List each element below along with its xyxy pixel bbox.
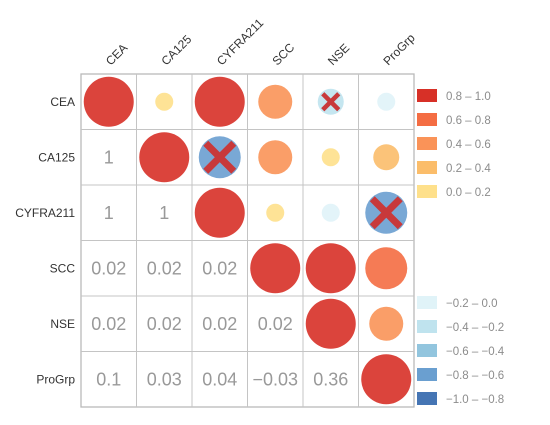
- legend-swatch-positive: [417, 161, 437, 174]
- legend-label-positive: 0.4 – 0.6: [446, 139, 491, 151]
- row-label-cyfra211: CYFRA211: [15, 206, 75, 220]
- legend-swatch-positive: [417, 113, 437, 126]
- corr-circle-nse-nse: [305, 298, 356, 349]
- legend-swatch-negative: [417, 320, 437, 333]
- corr-value-progrp-scc: −0.03: [252, 369, 298, 389]
- column-label-ca125: CA125: [158, 32, 194, 68]
- corr-value-progrp-cea: 0.1: [96, 369, 121, 389]
- corr-circle-scc-scc: [250, 243, 301, 294]
- column-label-cyfra211: CYFRA211: [214, 16, 266, 68]
- legend-label-negative: −0.8 – −0.6: [446, 370, 504, 382]
- row-label-ca125: CA125: [38, 150, 75, 164]
- corr-circle-progrp-progrp: [361, 354, 412, 405]
- legend-label-positive: 0.6 – 0.8: [446, 115, 491, 127]
- legend-label-negative: −0.2 – 0.0: [446, 298, 497, 310]
- corr-value-progrp-ca125: 0.03: [147, 369, 182, 389]
- row-label-progrp: ProGrp: [36, 372, 75, 386]
- corr-value-nse-scc: 0.02: [258, 314, 293, 334]
- corr-value-scc-ca125: 0.02: [147, 258, 182, 278]
- legend-swatch-negative: [417, 392, 437, 405]
- corr-value-nse-cea: 0.02: [91, 314, 126, 334]
- legend-label-positive: 0.2 – 0.4: [446, 163, 491, 175]
- legend-swatch-positive: [417, 89, 437, 102]
- corr-value-ca125-cea: 1: [104, 147, 114, 167]
- corr-value-cyfra211-cea: 1: [104, 203, 114, 223]
- corr-circle-ca125-scc: [258, 140, 293, 175]
- column-label-progrp: ProGrp: [380, 31, 417, 68]
- insignificant-cross-cyfra211-progrp: [369, 196, 403, 230]
- corr-value-progrp-nse: 0.36: [313, 369, 348, 389]
- corr-value-scc-cea: 0.02: [91, 258, 126, 278]
- corr-value-scc-cyfra211: 0.02: [202, 258, 237, 278]
- corr-circle-scc-nse: [305, 243, 356, 294]
- corr-circle-nse-progrp: [369, 306, 404, 341]
- corr-circle-cea-ca125: [155, 92, 174, 111]
- row-label-nse: NSE: [50, 317, 75, 331]
- corr-circle-cea-scc: [258, 84, 293, 119]
- corr-value-cyfra211-ca125: 1: [159, 203, 169, 223]
- legend-label-negative: −1.0 – −0.8: [446, 394, 504, 406]
- legend-swatch-negative: [417, 344, 437, 357]
- legend-swatch-positive: [417, 185, 437, 198]
- row-label-cea: CEA: [50, 95, 75, 109]
- corr-value-nse-cyfra211: 0.02: [202, 314, 237, 334]
- corr-circle-cea-progrp: [377, 92, 396, 111]
- corr-circle-ca125-progrp: [373, 144, 400, 171]
- legend-swatch-negative: [417, 296, 437, 309]
- column-label-scc: SCC: [269, 40, 297, 68]
- corr-circle-ca125-ca125: [139, 132, 190, 183]
- insignificant-cross-cea-nse: [321, 92, 341, 112]
- corr-circle-ca125-nse: [321, 148, 340, 167]
- row-label-scc: SCC: [50, 261, 76, 275]
- legend-swatch-negative: [417, 368, 437, 381]
- legend-swatch-positive: [417, 137, 437, 150]
- legend-label-negative: −0.6 – −0.4: [446, 346, 505, 358]
- legend-label-positive: 0.0 – 0.2: [446, 187, 491, 199]
- corr-circle-cyfra211-cyfra211: [194, 187, 245, 238]
- corr-value-progrp-cyfra211: 0.04: [202, 369, 237, 389]
- corr-circle-cyfra211-nse: [321, 203, 340, 222]
- corr-value-nse-ca125: 0.02: [147, 314, 182, 334]
- legend-label-positive: 0.8 – 1.0: [446, 91, 491, 103]
- insignificant-cross-ca125-cyfra211: [203, 140, 237, 174]
- column-label-nse: NSE: [325, 41, 352, 68]
- legend-label-negative: −0.4 – −0.2: [446, 322, 504, 334]
- corr-circle-scc-progrp: [365, 247, 408, 290]
- corr-circle-cea-cea: [83, 76, 134, 127]
- corr-circle-cyfra211-scc: [266, 203, 285, 222]
- corr-circle-cea-cyfra211: [194, 76, 245, 127]
- column-label-cea: CEA: [103, 41, 130, 68]
